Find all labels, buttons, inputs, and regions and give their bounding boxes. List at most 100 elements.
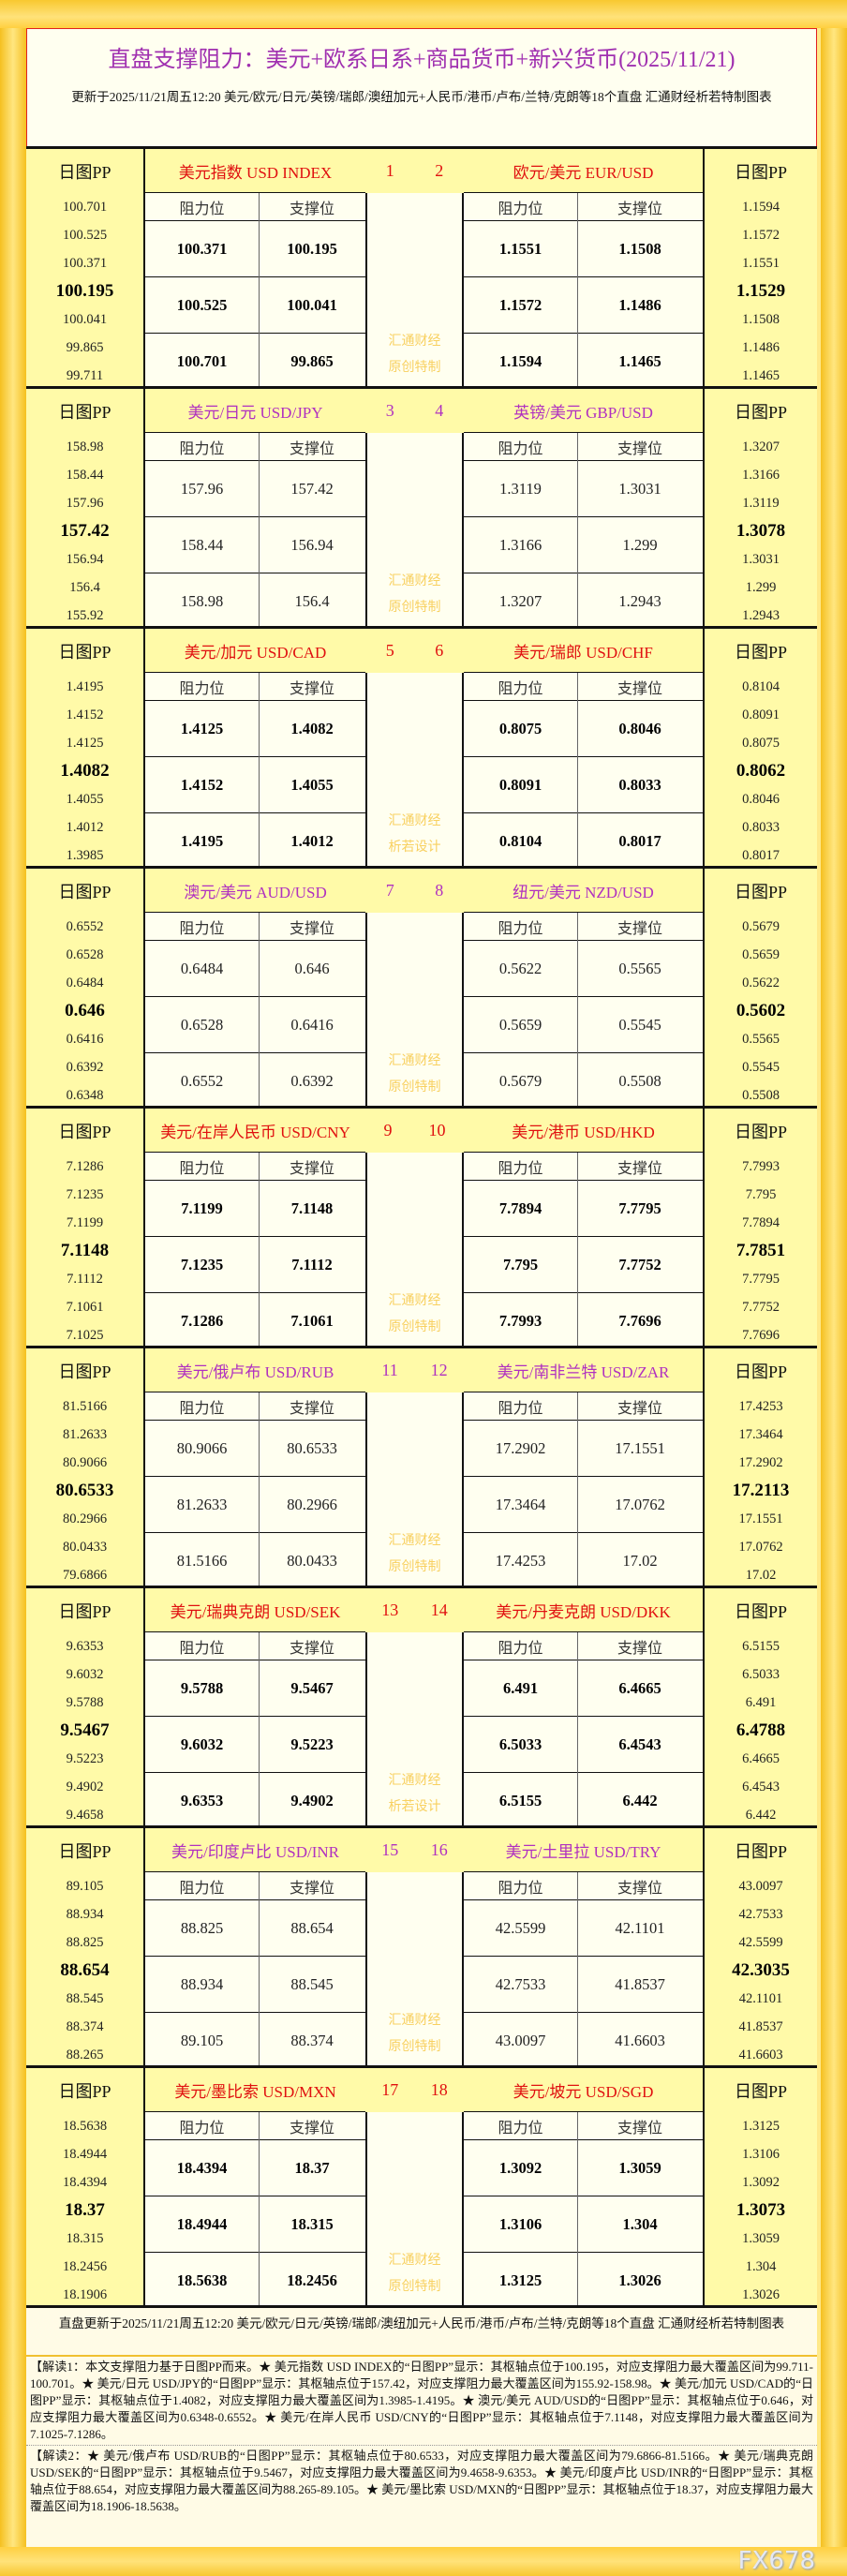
pair-name-right: 美元/港币 USD/HKD [464,1109,703,1153]
pp-value: 88.934 [66,1906,104,1922]
pp-value: 155.92 [66,607,104,623]
support-level: 0.5565 [577,941,703,997]
pair-name-right: 英镑/美元 GBP/USD [464,389,703,433]
pair-block: 日图PP 0.6552 0.6528 0.6484 0.646 0.6416 0.6392 0… [26,866,817,1109]
pair-block: 日图PP 9.6353 9.6032 9.5788 9.5467 9.5223 9.4902… [26,1586,817,1829]
pp-header: 日图PP [734,162,788,182]
pair-number: 1 [385,161,394,180]
column-divider [259,2112,260,2308]
column-divider [259,193,260,389]
resistance-level: 100.371 [145,221,259,277]
page-title: 直盘支撑阻力：美元+欧系日系+商品货币+新兴货币(2025/11/21) [108,48,736,72]
pivot-value: 100.195 [55,281,114,301]
pp-header: 日图PP [734,2081,788,2101]
pp-column-right: 日图PP 7.7993 7.795 7.7894 7.7851 7.7795 7.7752 7… [703,1109,817,1348]
pair-name-right: 美元/瑞郎 USD/CHF [464,629,703,673]
resistance-level: 42.5599 [464,1900,577,1957]
resistance-header: 阻力位 [464,1392,577,1421]
resistance-level: 80.9066 [145,1421,259,1477]
pp-column-right: 日图PP 6.5155 6.5033 6.491 6.4788 6.4665 6.4543 6… [703,1588,817,1828]
middle-column: 汇通财经 原创特制 [365,1872,464,2068]
watermark-text: 汇通财经 [388,1054,441,1068]
interpretation-2: 【解读2：★ 美元/俄卢布 USD/RUB的“日图PP”显示：其枢轴点位于80.… [30,2449,813,2513]
pp-value: 7.1286 [66,1158,104,1174]
pp-value: 7.1112 [67,1271,103,1287]
bottom-border [0,2547,847,2576]
resistance-level: 7.1286 [145,1293,259,1349]
pair-numbers: 11 12 [365,1348,464,1392]
pp-value: 157.96 [66,495,104,511]
resistance-level: 17.3464 [464,1477,577,1533]
support-level: 7.7795 [577,1181,703,1237]
support-level: 156.94 [259,517,365,573]
pp-header: 日图PP [734,642,788,662]
pp-value: 1.3166 [742,467,780,483]
watermark-text: 汇通财经 [388,1534,441,1548]
pp-value: 1.3119 [742,495,780,511]
resistance-level: 100.701 [145,334,259,390]
middle-column: 汇通财经 原创特制 [365,2112,464,2308]
pp-header: 日图PP [58,2081,111,2101]
pp-value: 100.701 [62,199,108,215]
pp-value: 158.44 [66,467,104,483]
support-header: 支撑位 [577,2112,703,2140]
support-header: 支撑位 [259,193,365,221]
support-header: 支撑位 [577,1153,703,1181]
pp-value: 80.0433 [62,1539,108,1555]
resistance-level: 88.825 [145,1900,259,1957]
pp-value: 1.3059 [742,2230,780,2246]
pp-value: 18.315 [66,2230,104,2246]
pp-value: 9.5223 [66,1750,104,1766]
resistance-level: 1.4125 [145,701,259,757]
watermark-text: 析若设计 [388,841,441,855]
footer-note: 直盘更新于2025/11/21周五12:20 美元/欧元/日元/英镑/瑞郎/澳纽… [26,2308,817,2357]
support-level: 99.865 [259,334,365,390]
pp-header: 日图PP [58,402,111,422]
column-divider [259,1153,260,1348]
support-header: 支撑位 [259,1632,365,1660]
pp-header: 日图PP [734,1601,788,1621]
pp-value: 7.7993 [742,1158,780,1174]
pp-header: 日图PP [58,642,111,662]
footer: 直盘更新于2025/11/21周五12:20 美元/欧元/日元/英镑/瑞郎/澳纽… [26,2305,817,2547]
pp-value: 17.2902 [738,1454,783,1470]
support-header: 支撑位 [259,2112,365,2140]
pp-value: 6.5033 [742,1666,780,1682]
pivot-value: 0.8062 [736,761,786,781]
pp-header: 日图PP [58,1601,111,1621]
resistance-level: 1.3125 [464,2253,577,2309]
pair-name-right: 美元/丹麦克朗 USD/DKK [464,1588,703,1632]
pp-column-left: 日图PP 1.4195 1.4152 1.4125 1.4082 1.4055 1.4012… [26,629,145,869]
support-level: 157.42 [259,461,365,517]
pp-value: 6.4543 [742,1779,780,1794]
watermark-text: 汇通财经 [388,1774,441,1788]
pair-block: 日图PP 1.4195 1.4152 1.4125 1.4082 1.4055 1.4012… [26,626,817,870]
resistance-level: 0.6484 [145,941,259,997]
resistance-level: 0.8091 [464,757,577,813]
pp-column-left: 日图PP 81.5166 81.2633 80.9066 80.6533 80.2966 8… [26,1348,145,1588]
resistance-level: 0.8075 [464,701,577,757]
pp-column-left: 日图PP 7.1286 7.1235 7.1199 7.1148 7.1112 7.1061… [26,1109,145,1348]
pp-value: 0.8075 [742,735,780,751]
resistance-level: 7.1199 [145,1181,259,1237]
pp-value: 1.304 [745,2258,777,2274]
column-divider [577,673,578,869]
support-level: 1.3059 [577,2140,703,2196]
watermark-text: 汇通财经 [388,574,441,588]
resistance-level: 6.5033 [464,1717,577,1773]
resistance-level: 1.3106 [464,2196,577,2253]
support-level: 1.2943 [577,573,703,630]
pair-number: 3 [385,401,394,420]
pp-value: 42.1101 [738,1990,783,2006]
pp-value: 18.4394 [62,2174,108,2190]
column-divider [577,433,578,629]
support-level: 7.1061 [259,1293,365,1349]
column-divider [259,1392,260,1588]
pp-value: 99.711 [66,367,104,383]
support-level: 0.8033 [577,757,703,813]
pair-number: 12 [430,1361,448,1379]
pivot-value: 0.5602 [736,1001,786,1020]
pp-value: 6.442 [745,1807,777,1823]
watermark-text: 原创特制 [388,1560,441,1574]
